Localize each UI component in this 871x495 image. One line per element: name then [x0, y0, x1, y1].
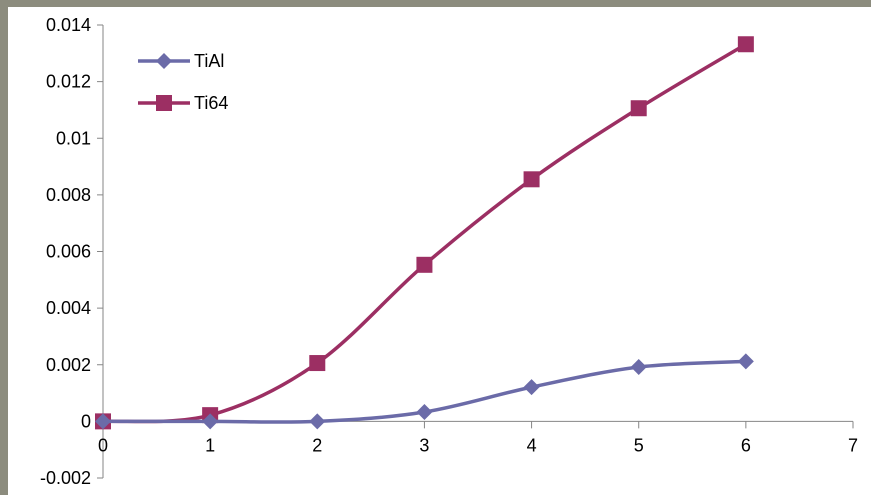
- x-tick-label: 4: [527, 435, 537, 455]
- chart-frame: -0.002 0 0.002 0.004 0.006 0.008 0.01 0.012 0.01…: [8, 7, 871, 495]
- x-tick-label: 1: [205, 435, 215, 455]
- data-point-marker: [523, 379, 540, 396]
- y-tick-label: 0.012: [46, 72, 91, 92]
- data-point-marker: [630, 100, 647, 117]
- y-tick-label: 0.014: [46, 15, 91, 35]
- x-tick-label: 0: [98, 435, 108, 455]
- data-point-marker: [523, 171, 540, 188]
- data-point-marker: [95, 413, 111, 430]
- data-point-marker: [737, 36, 754, 53]
- y-tick-label: 0.008: [46, 185, 91, 205]
- data-point-marker: [416, 256, 433, 273]
- series-layer: [95, 36, 754, 430]
- data-point-marker: [737, 353, 754, 370]
- legend-entry-tial: TiAl: [138, 51, 224, 71]
- legend-label: TiAl: [194, 51, 224, 71]
- x-tick-label: 5: [634, 435, 644, 455]
- series-tial: [95, 353, 754, 430]
- y-tick-label: -0.002: [40, 468, 91, 488]
- legend-entry-ti64: Ti64: [138, 93, 228, 113]
- x-axis-tick-labels: 0 1 2 3 4 5 6 7: [98, 435, 858, 455]
- x-tick-label: 7: [848, 435, 858, 455]
- y-tick-label: 0.01: [56, 128, 91, 148]
- x-tick-label: 3: [419, 435, 429, 455]
- data-point-marker: [202, 413, 219, 430]
- data-point-marker: [309, 355, 326, 372]
- y-tick-label: 0.006: [46, 242, 91, 262]
- y-tick-label: 0.004: [46, 298, 91, 318]
- data-point-marker: [630, 359, 647, 376]
- x-tick-label: 6: [741, 435, 751, 455]
- y-tick-label: 0: [81, 411, 91, 431]
- data-point-marker: [416, 404, 433, 421]
- x-tick-label: 2: [312, 435, 322, 455]
- legend: TiAl Ti64: [138, 51, 228, 113]
- y-tick-label: 0.002: [46, 355, 91, 375]
- y-axis-tick-labels: -0.002 0 0.002 0.004 0.006 0.008 0.01 0.012 0.01…: [40, 15, 91, 488]
- line-chart: -0.002 0 0.002 0.004 0.006 0.008 0.01 0.012 0.01…: [40, 15, 858, 488]
- legend-label: Ti64: [194, 93, 228, 113]
- data-point-marker: [309, 413, 326, 430]
- legend-marker: [156, 53, 172, 69]
- legend-marker: [156, 95, 172, 111]
